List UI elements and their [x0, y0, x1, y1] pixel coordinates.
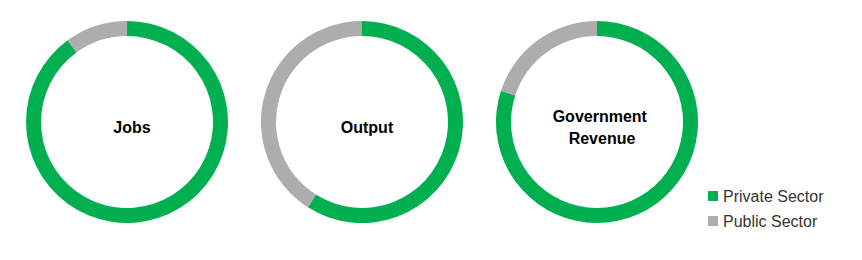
svg-text:Private Sector: Private Sector	[723, 188, 824, 205]
svg-text:Output: Output	[341, 119, 394, 136]
svg-text:Government: Government	[553, 108, 652, 125]
svg-text:Revenue: Revenue	[569, 130, 636, 147]
svg-text:Jobs: Jobs	[113, 119, 150, 136]
svg-text:Public Sector: Public Sector	[723, 213, 818, 230]
